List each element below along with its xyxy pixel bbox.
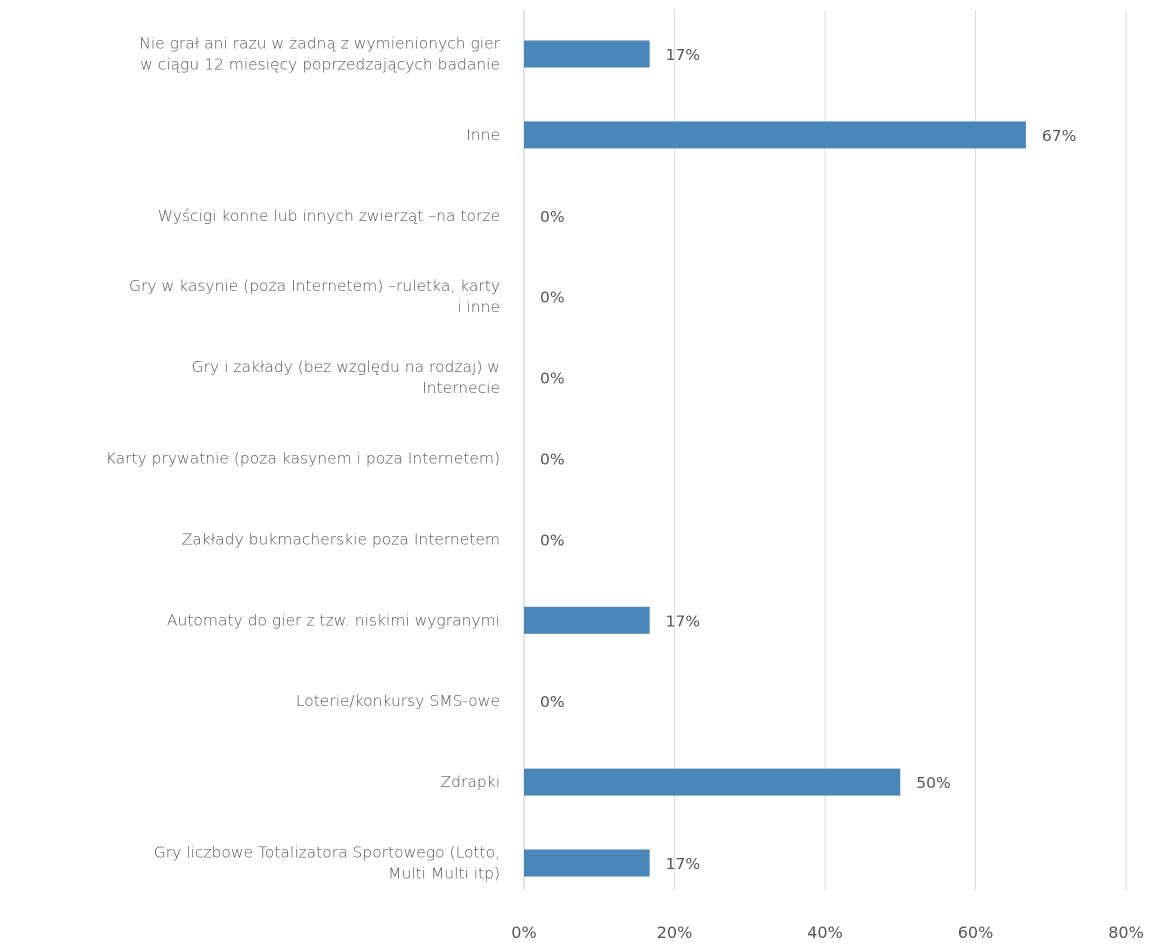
category-label: Loterie/konkursy SMS-owe [296,692,500,710]
data-label: 17% [666,612,700,630]
bar [524,849,650,877]
data-label: 0% [540,451,565,469]
category-label: Automaty do gier z tzw. niskimi wygranym… [167,611,500,629]
bar [524,768,901,796]
bar [524,121,1026,149]
data-label: 50% [916,774,950,792]
x-tick-label: 80% [1108,923,1144,942]
category-label: Zakłady bukmacherskie poza Internetem [182,530,500,548]
category-labels: Nie grał ani razu w żadną z wymienionych… [106,35,501,883]
bars [524,40,1026,877]
x-tick-label: 60% [958,923,994,942]
bar [524,40,650,68]
gridlines [523,10,1127,890]
data-label: 0% [540,370,565,388]
category-label: Nie grał ani razu w żadną z wymienionych… [139,35,500,74]
category-label: Inne [466,126,500,144]
bar [524,606,650,634]
data-label: 17% [666,855,700,873]
data-label: 67% [1042,127,1076,145]
data-label: 0% [540,208,565,226]
category-label: Gry w kasynie (poza Internetem) –ruletka… [129,277,500,316]
data-label: 0% [540,289,565,307]
category-label: Zdrapki [441,773,500,791]
data-labels: 17% 67% 0% 0% 0% 0% 0% 17% 0% 50% 17% [540,46,1076,873]
x-tick-label: 0% [511,923,536,942]
data-label: 0% [540,693,565,711]
category-label: Gry liczbowe Totalizatora Sportowego (Lo… [154,844,500,883]
category-label: Wyścigi konne lub innych zwierząt –na to… [158,207,500,225]
x-axis-tick-labels: 0% 20% 40% 60% 80% [511,923,1143,942]
data-label: 17% [666,46,700,64]
data-label: 0% [540,531,565,549]
category-label: Karty prywatnie (poza kasynem i poza Int… [106,450,500,468]
x-tick-label: 40% [807,923,843,942]
x-tick-label: 20% [657,923,693,942]
